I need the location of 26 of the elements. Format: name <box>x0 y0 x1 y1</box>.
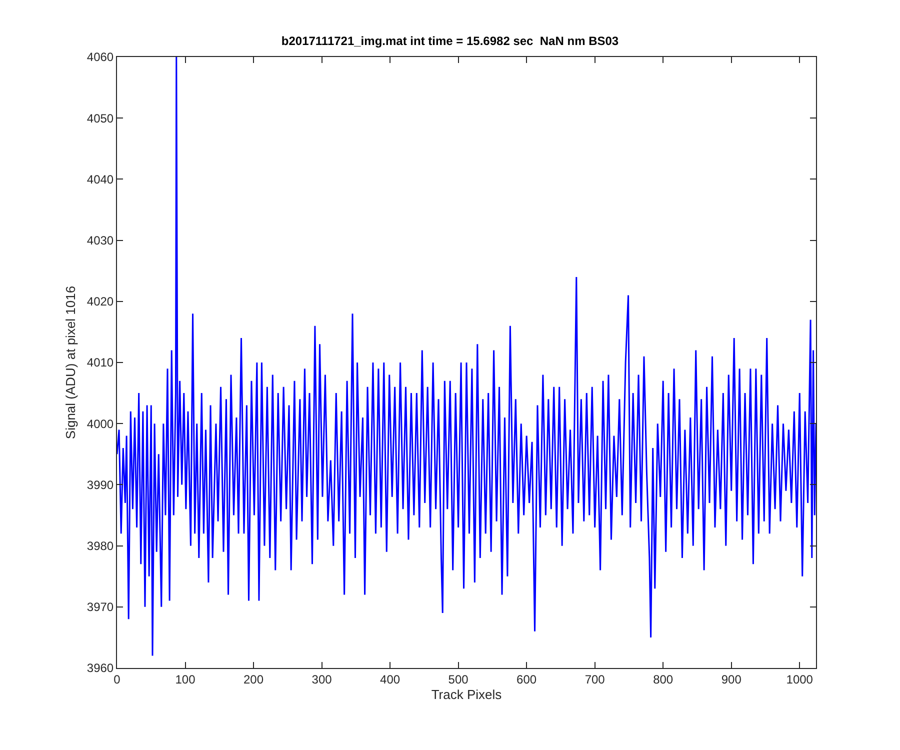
y-tick-label: 4000 <box>86 416 114 431</box>
x-tick-label: 500 <box>448 672 469 686</box>
x-tick-label: 100 <box>175 672 196 686</box>
x-tick-label: 900 <box>721 672 742 686</box>
x-tick-label: 300 <box>312 672 332 686</box>
y-tick-label: 4060 <box>86 50 114 64</box>
y-tick-label: 3960 <box>86 661 114 676</box>
y-tick-label: 4010 <box>86 356 114 370</box>
x-tick-label: 700 <box>584 672 606 686</box>
y-axis-title: Signal (ADU) at pixel 1016 <box>62 286 78 440</box>
x-tick-label: 800 <box>653 672 674 686</box>
x-tick-label: 0 <box>114 672 121 686</box>
y-tick-label: 3980 <box>86 539 114 553</box>
x-tick-label: 400 <box>380 672 400 686</box>
x-tick-label: 1000 <box>786 672 814 686</box>
x-tick-label: 200 <box>244 672 264 686</box>
y-tick-label: 3990 <box>86 478 114 492</box>
line-series <box>117 57 816 657</box>
y-tick-label: 4030 <box>86 234 114 248</box>
y-tick-label: 4020 <box>86 294 114 309</box>
chart-title: b2017111721_img.mat int time = 15.6982 sec NaN nm BS03 <box>281 34 619 48</box>
x-axis-title: Track Pixels <box>431 687 502 702</box>
x-tick-label: 600 <box>516 672 537 686</box>
y-tick-label: 4050 <box>86 111 114 126</box>
y-tick-label: 4040 <box>86 172 114 186</box>
y-tick-label: 3970 <box>86 600 114 614</box>
